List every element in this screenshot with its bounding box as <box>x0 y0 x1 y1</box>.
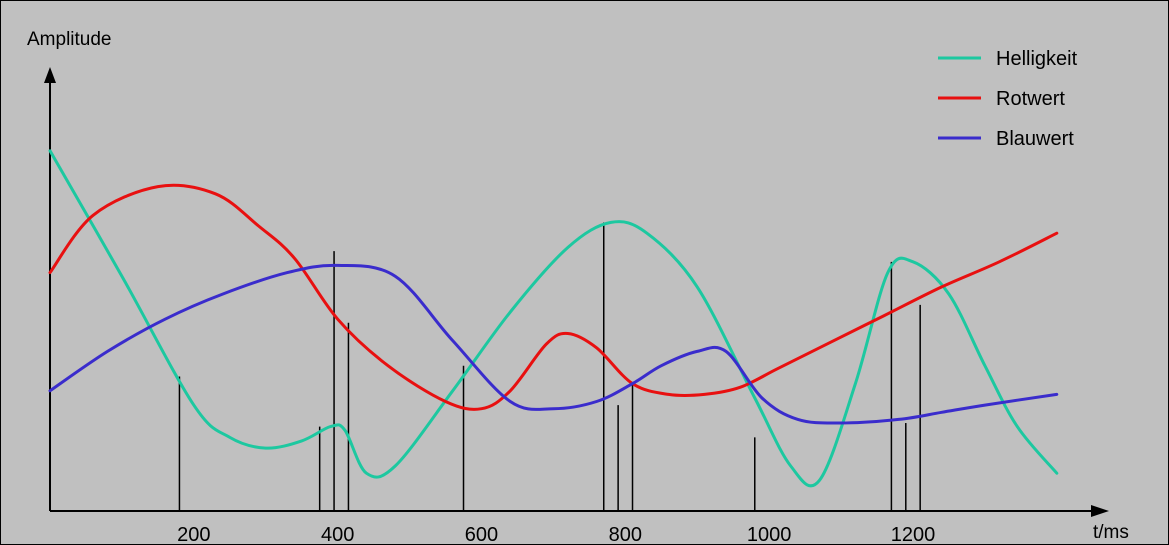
x-axis-label: t/ms <box>1093 522 1129 543</box>
axes: Amplitude t/ms <box>27 29 1129 543</box>
legend-label: Blauwert <box>996 128 1074 150</box>
x-tick-labels: 200 400 600 800 1000 1200 <box>177 524 935 544</box>
series-line-rotwert <box>48 183 1059 411</box>
legend-label: Helligkeit <box>996 48 1078 70</box>
series-line-helligkeit <box>48 149 1059 488</box>
x-tick-label: 1200 <box>891 524 936 544</box>
series-line-blauwert <box>48 263 1059 425</box>
x-tick-label: 800 <box>609 524 642 544</box>
x-tick-label: 400 <box>321 524 354 544</box>
x-axis-arrow <box>1091 505 1109 517</box>
y-axis-arrow <box>44 67 56 83</box>
legend: Helligkeit Rotwert Blauwert <box>938 48 1078 150</box>
marker-lines <box>178 222 921 511</box>
series-lines <box>48 149 1059 488</box>
x-tick-label: 600 <box>465 524 498 544</box>
y-axis-label: Amplitude <box>27 29 112 50</box>
x-tick-label: 200 <box>177 524 210 544</box>
x-tick-label: 1000 <box>747 524 792 544</box>
legend-label: Rotwert <box>996 88 1065 110</box>
